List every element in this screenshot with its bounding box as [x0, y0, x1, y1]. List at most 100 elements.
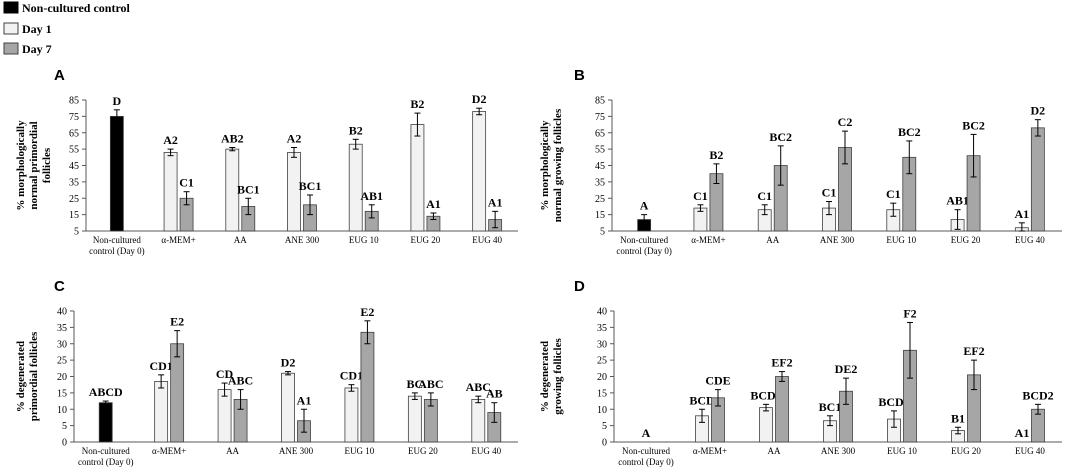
panel-c-bar-day7 — [360, 331, 375, 443]
panel-c-bar-day1 — [344, 387, 359, 443]
panel-c-category-label: AA — [226, 446, 239, 456]
panel-b-significance-label-day1: C1 — [822, 186, 837, 200]
panel-b-category-label: α-MEM+ — [691, 235, 725, 245]
panel-b-significance-label-day7: BC2 — [898, 125, 921, 139]
panel-c-significance-label-day1: CD1 — [149, 359, 172, 373]
panel-c-significance-label-day1: D2 — [281, 356, 296, 370]
panel-a-ylabel-line: % morphologically — [15, 120, 27, 211]
panel-d-category-label: AA — [768, 446, 781, 456]
panel-a-significance-label-day7: C1 — [179, 176, 194, 190]
panel-c-significance-label-day7: E2 — [360, 305, 374, 319]
panel-a-bar-day1 — [410, 124, 425, 232]
panel-d-ytick-label: 35 — [597, 323, 607, 334]
panel-c-category-label: α-MEM+ — [152, 446, 186, 456]
panel-d-significance-label-day1: BCD1 — [878, 395, 909, 409]
panel-c-ytick-label: 40 — [57, 307, 67, 318]
panel-a-ytick-label: 35 — [69, 177, 79, 188]
panel-a-ytick-label: 45 — [69, 161, 79, 172]
panel-d-bar-day7 — [775, 376, 789, 443]
panel-d-significance-label-day1: BCD — [689, 393, 715, 407]
panel-b-ylabel-line: % morphologically — [539, 120, 551, 211]
panel-b-ytick-label: 5 — [600, 227, 605, 238]
panel-c-letter: C — [54, 278, 65, 295]
panel-a-category-label: EUG 20 — [411, 235, 441, 245]
panel-b-category-label: ANE 300 — [820, 235, 855, 245]
panel-d-ytick-label: 40 — [597, 307, 607, 318]
panel-b-significance-label-day1: C1 — [757, 189, 772, 203]
panel-a-significance-label-day7: A1 — [426, 197, 441, 211]
panel-c-significance-label-day1: CD1 — [340, 369, 363, 383]
panel-d-category-label: EUG 10 — [887, 446, 917, 456]
panel-d-ytick-label: 5 — [602, 421, 607, 432]
panel-d-ytick-label: 25 — [597, 356, 607, 367]
panel-b-ylabel-line: normal growing follicles — [552, 108, 564, 222]
panel-d-letter: D — [574, 278, 585, 295]
panel-a-ytick-label: 15 — [69, 210, 79, 221]
panel-d-category-label: α-MEM+ — [693, 446, 727, 456]
panel-d-significance-label-day7: EF2 — [771, 356, 792, 370]
panel-b-significance-label-day1: A1 — [1015, 207, 1030, 221]
panel-a-significance-label-day7: A1 — [488, 195, 503, 209]
panel-d-ytick-label: 15 — [597, 388, 607, 399]
panel-b-significance-label-day1: AB1 — [946, 194, 969, 208]
panel-c-significance-label-day1: ABC — [466, 380, 491, 394]
panel-d-significance-label-day7: DE2 — [835, 362, 858, 376]
panel-a-category-label: EUG 40 — [472, 235, 502, 245]
panel-c-ytick-label: 30 — [57, 339, 67, 350]
panel-a-ytick-label: 55 — [69, 145, 79, 156]
panel-a-significance-label-day1: A2 — [287, 131, 302, 145]
panel-c-category-label: ANE 300 — [279, 446, 314, 456]
panel-c-significance-label-day7: ABC — [228, 374, 253, 388]
panel-d-significance-label-day7: CDE — [705, 374, 730, 388]
panel-b-ytick-label: 15 — [595, 210, 605, 221]
panel-b-significance-label-day7: B2 — [709, 148, 723, 162]
legend-label-day7: Day 7 — [22, 42, 52, 56]
legend: Non-cultured control Day 1 Day 7 — [3, 1, 131, 56]
panel-b-significance-label-day7: D2 — [1031, 104, 1046, 118]
panel-d-category-label: ANE 300 — [821, 446, 856, 456]
panel-a-ylabel-line: follicles — [41, 147, 53, 183]
panel-c-significance-label-day7: E2 — [170, 315, 184, 329]
panel-c-bar-control — [98, 402, 113, 443]
chart-panel-b: B % morphologically normal growing follicl… — [539, 67, 1062, 256]
legend-swatch-control — [3, 1, 19, 14]
panel-a-significance-label-day1: A2 — [163, 133, 178, 147]
panel-d-category-label: EUG 40 — [1015, 446, 1045, 456]
legend-swatch-day7 — [3, 42, 19, 55]
panel-a-significance-label-day1: B2 — [349, 123, 363, 137]
panel-c-bar-day7 — [170, 343, 185, 443]
panel-b-ytick-label: 45 — [595, 161, 605, 172]
panel-d-bar-day1 — [759, 407, 773, 443]
panel-d-ytick-label: 20 — [597, 372, 607, 383]
panel-b-significance-label-control: A — [640, 199, 649, 213]
panel-a-category-label: α-MEM+ — [161, 235, 195, 245]
panel-c-ytick-label: 5 — [62, 421, 67, 432]
panel-b-significance-label-day1: C1 — [693, 189, 708, 203]
panel-a-category-label: control (Day 0) — [89, 246, 144, 256]
panel-d-significance-label-day7: BCD2 — [1022, 388, 1053, 402]
panel-c-ytick-label: 10 — [57, 405, 67, 416]
panel-b-letter: B — [574, 67, 585, 84]
legend-label-control: Non-cultured control — [22, 1, 131, 15]
panel-c-significance-label-control: ABCD — [89, 385, 123, 399]
panel-a-ytick-label: 65 — [69, 128, 79, 139]
panel-b-significance-label-day1: C1 — [886, 187, 901, 201]
panel-b-significance-label-day7: BC2 — [962, 118, 985, 132]
panel-c-bar-day1 — [217, 389, 232, 443]
panel-d-significance-label-day1: B1 — [951, 411, 965, 425]
panel-b-category-label: Non-cultured — [620, 235, 668, 245]
panel-b-significance-label-day7: BC2 — [769, 130, 792, 144]
panel-c-bar-day1 — [154, 381, 169, 443]
panel-c-ytick-label: 15 — [57, 388, 67, 399]
panel-a-bar-day1 — [163, 151, 178, 232]
panel-c-significance-label-day1: CD — [216, 367, 234, 381]
panel-b-category-label: EUG 40 — [1015, 235, 1045, 245]
panel-a-significance-label-day7: AB1 — [360, 189, 383, 203]
panel-c-ytick-label: 20 — [57, 372, 67, 383]
panel-d-ylabel-line: growing follicles — [552, 338, 564, 415]
panel-a-bar-day1 — [472, 111, 487, 232]
panel-d-category-label: Non-cultured — [622, 446, 670, 456]
panel-a-category-label: Non-cultured — [93, 235, 141, 245]
panel-a-ytick-label: 25 — [69, 194, 79, 205]
